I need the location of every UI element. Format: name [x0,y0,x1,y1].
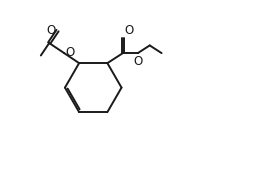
Text: O: O [125,24,134,37]
Text: O: O [66,46,75,59]
Text: O: O [133,55,142,68]
Text: O: O [46,24,56,37]
